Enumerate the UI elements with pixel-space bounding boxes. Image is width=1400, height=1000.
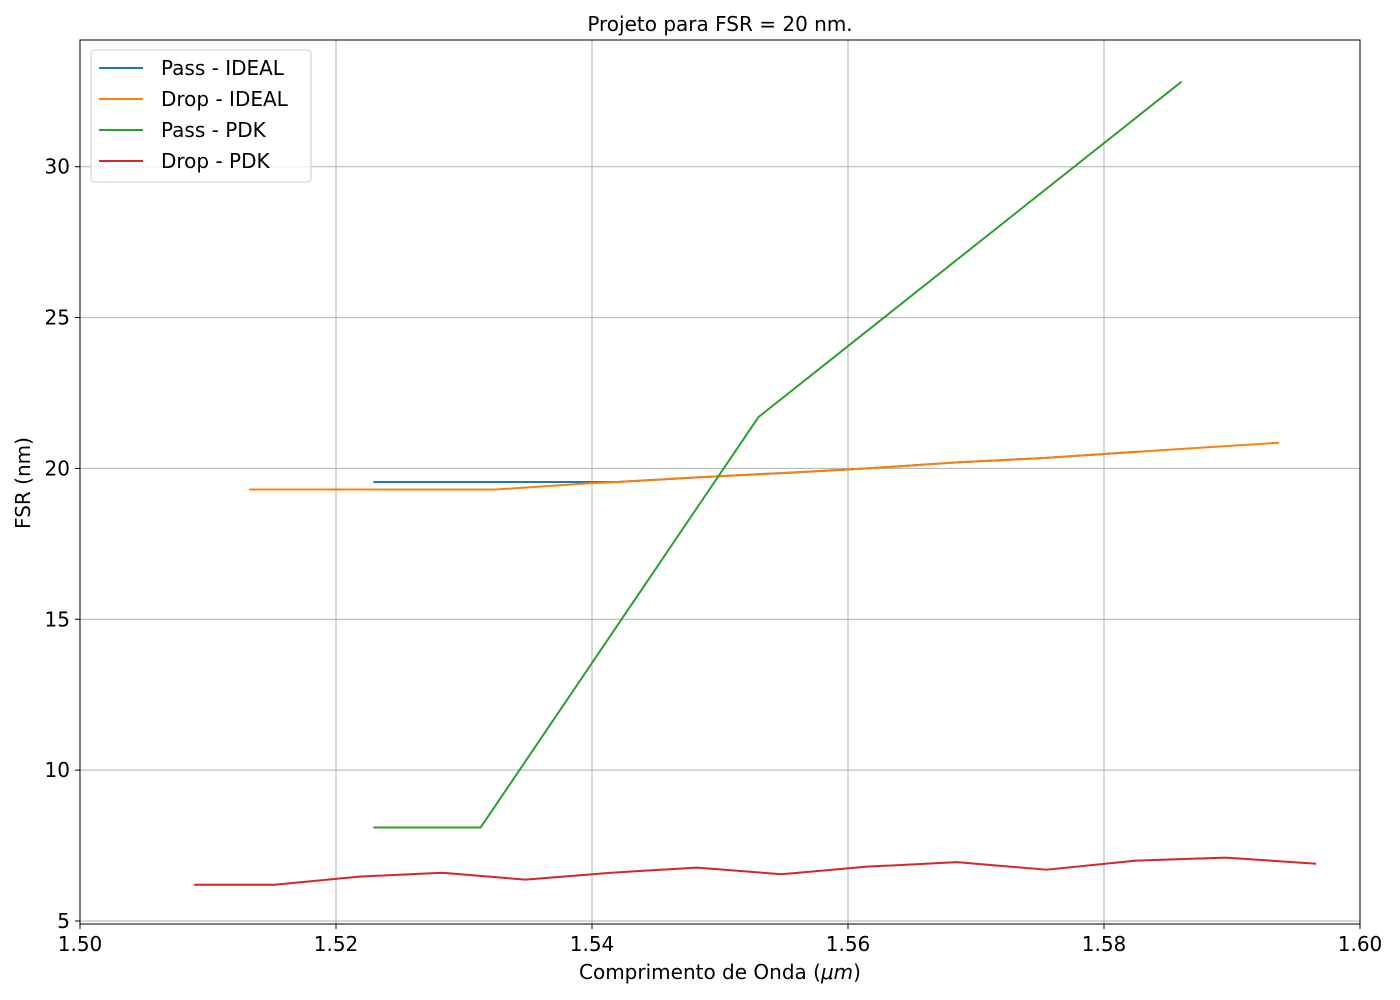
x-tick-label: 1.50 (58, 932, 103, 956)
x-tick-label: 1.58 (1082, 932, 1127, 956)
legend-entries: Pass - IDEAL Drop - IDEAL Pass - PDK Drop -… (99, 56, 289, 173)
x-axis-title-unit: μm (820, 960, 853, 984)
x-tick-label: 1.52 (314, 932, 359, 956)
legend-box (90, 49, 312, 183)
plot-frame (79, 39, 1361, 925)
legend-label-drop-ideal: Drop - IDEAL (161, 87, 289, 111)
legend-label-pass-ideal: Pass - IDEAL (161, 56, 285, 80)
series-lines (194, 80, 1317, 886)
x-tick-label: 1.54 (570, 932, 615, 956)
chart-title: Projeto para FSR = 20 nm. (587, 12, 852, 36)
legend-label-pass-pdk: Pass - PDK (161, 118, 267, 142)
series-line-drop-pdk (194, 856, 1317, 886)
x-axis-title-prefix: Comprimento de Onda ( (579, 960, 821, 984)
y-tick-label: 25 (45, 306, 70, 330)
x-axis-ticks: 1.50 1.52 1.54 1.56 1.58 1.60 (58, 924, 1383, 956)
x-tick-label: 1.56 (826, 932, 871, 956)
y-axis-title: FSR (nm) (11, 437, 35, 529)
legend: Pass - IDEAL Drop - IDEAL Pass - PDK Drop -… (90, 49, 312, 183)
series-line-drop-ideal (249, 441, 1280, 491)
y-tick-label: 30 (45, 155, 70, 179)
y-tick-label: 15 (45, 607, 70, 631)
x-axis-title-suffix: ) (853, 960, 861, 984)
y-tick-label: 20 (45, 456, 70, 480)
y-tick-label: 10 (45, 758, 70, 782)
legend-label-drop-pdk: Drop - PDK (161, 149, 271, 173)
y-tick-label: 5 (57, 909, 70, 933)
series-line-pass-pdk (373, 80, 1183, 829)
x-axis-title: Comprimento de Onda (μm) (579, 960, 861, 984)
x-tick-label: 1.60 (1338, 932, 1383, 956)
y-axis-ticks: 5 10 15 20 25 30 (45, 155, 80, 933)
